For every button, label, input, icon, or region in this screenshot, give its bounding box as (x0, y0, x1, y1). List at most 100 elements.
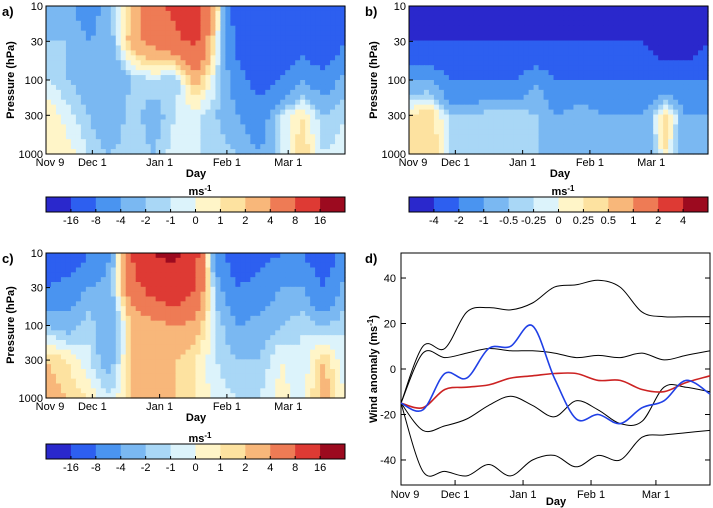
heatmap-cell (60, 94, 67, 101)
heatmap-cell (443, 40, 450, 47)
heatmap-cell (220, 6, 226, 12)
heatmap-cell (140, 320, 147, 327)
heatmap-cell (330, 75, 336, 81)
heatmap-cell (230, 60, 236, 66)
heatmap-cell (180, 70, 187, 76)
heatmap-cell (65, 89, 72, 96)
heatmap-cell (588, 109, 594, 116)
heatmap-cell (638, 99, 644, 106)
heatmap-cell (438, 129, 445, 135)
heatmap-cell (663, 119, 669, 125)
heatmap-cell (698, 30, 704, 37)
heatmap-cell (195, 70, 202, 76)
heatmap-cell (105, 6, 112, 12)
heatmap-cell (140, 65, 147, 71)
heatmap-cell (225, 325, 231, 331)
heatmap-cell (638, 45, 644, 51)
colorbar-segment (46, 197, 72, 212)
heatmap-cell (185, 124, 192, 130)
heatmap-cell (593, 80, 599, 86)
heatmap-cell (170, 20, 177, 27)
heatmap-cell (335, 104, 341, 111)
heatmap-cell (140, 50, 147, 56)
heatmap-cell (478, 40, 485, 47)
heatmap-cell (448, 45, 455, 51)
heatmap-cell (130, 50, 137, 56)
heatmap-cell (225, 272, 231, 278)
heatmap-cell (453, 75, 460, 81)
heatmap-cell (418, 109, 425, 116)
heatmap-cell (335, 335, 341, 341)
heatmap-cell (533, 149, 540, 155)
heatmap-cell (180, 344, 187, 351)
heatmap-cell (433, 109, 440, 116)
heatmap-cell (285, 134, 291, 140)
heatmap-cell (270, 282, 276, 288)
heatmap-cell (463, 119, 470, 125)
heatmap-cell (618, 60, 624, 66)
heatmap-cell (563, 129, 570, 135)
heatmap-cell (335, 344, 341, 351)
heatmap-cell (340, 330, 346, 336)
heatmap-cell (498, 134, 505, 140)
heatmap-cell (215, 124, 222, 130)
heatmap-cell (160, 94, 167, 101)
heatmap-cell (438, 119, 445, 125)
heatmap-cell (335, 109, 341, 116)
heatmap-cell (335, 134, 341, 140)
heatmap-cell (215, 325, 222, 331)
heatmap-cell (190, 330, 197, 336)
heatmap-cell (275, 104, 281, 111)
heatmap-cell (110, 30, 117, 37)
heatmap-cell (473, 80, 480, 86)
heatmap-cell (578, 45, 585, 51)
colorbar-tick-label: -1 (479, 215, 489, 227)
heatmap-cell (643, 80, 649, 86)
heatmap-cell (633, 114, 639, 121)
heatmap-cell (325, 296, 331, 302)
heatmap-cell (175, 267, 182, 273)
heatmap-cell (563, 124, 570, 130)
heatmap-cell (140, 311, 147, 317)
heatmap-cell (498, 30, 505, 37)
heatmap-cell (125, 15, 132, 22)
heatmap-cell (305, 94, 311, 101)
heatmap-cell (200, 75, 207, 81)
heatmap-cell (648, 70, 654, 76)
heatmap-cell (428, 139, 435, 145)
heatmap-cell (55, 311, 62, 317)
heatmap-cell (90, 272, 97, 278)
heatmap-cell (608, 35, 614, 42)
heatmap-cell (125, 325, 132, 331)
heatmap-cell (80, 340, 87, 346)
heatmap-cell (458, 75, 465, 81)
heatmap-cell (513, 149, 520, 155)
heatmap-cell (290, 40, 296, 47)
heatmap-cell (648, 99, 654, 106)
heatmap-cell (90, 70, 97, 76)
heatmap-cell (130, 109, 137, 116)
heatmap-cell (623, 75, 629, 81)
heatmap-cell (105, 335, 112, 341)
heatmap-cell (409, 40, 415, 47)
panel-a-xlabel: Day (186, 168, 207, 180)
heatmap-cell (245, 129, 251, 135)
heatmap-cell (55, 45, 62, 51)
heatmap-cell (493, 45, 500, 51)
heatmap-cell (508, 30, 515, 37)
heatmap-cell (340, 20, 346, 27)
heatmap-cell (463, 65, 470, 71)
heatmap-cell (503, 89, 510, 96)
heatmap-cell (210, 80, 217, 86)
heatmap-cell (215, 94, 222, 101)
heatmap-cell (493, 80, 500, 86)
heatmap-cell (275, 253, 281, 259)
heatmap-cell (185, 325, 192, 331)
heatmap-cell (90, 253, 97, 259)
heatmap-cell (488, 134, 495, 140)
heatmap-cell (305, 55, 311, 61)
colorbar-segment (608, 197, 634, 212)
heatmap-cell (703, 10, 709, 17)
heatmap-cell (493, 149, 500, 155)
heatmap-cell (75, 139, 82, 145)
